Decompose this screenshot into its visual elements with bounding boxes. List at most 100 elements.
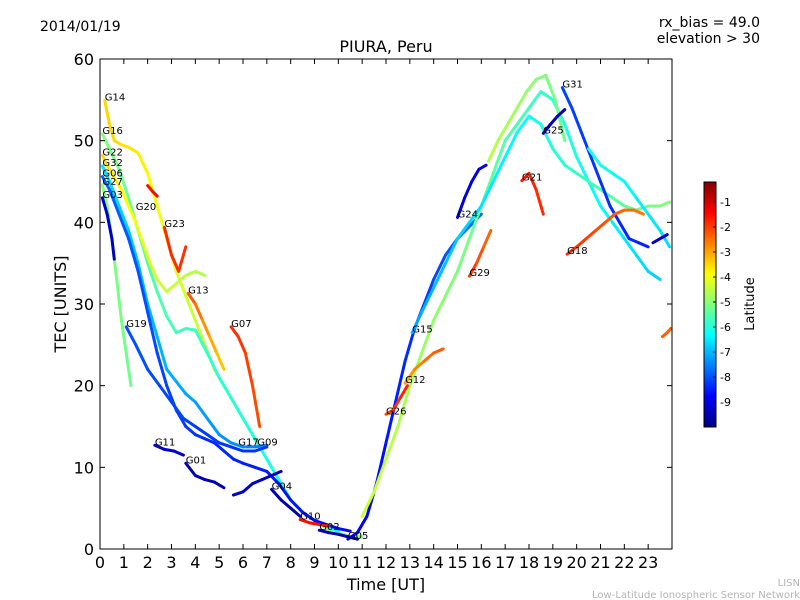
track-segment: [548, 114, 560, 126]
track-segment: [665, 327, 672, 335]
colorbar-tick-label: -6: [720, 321, 731, 334]
track-segment: [155, 351, 169, 388]
track-segment: [115, 278, 123, 322]
track-segment: [165, 282, 178, 294]
track-segment: [541, 122, 552, 135]
track-segment: [146, 261, 159, 294]
track-segment: [584, 229, 598, 241]
satellite-track: [403, 347, 445, 385]
track-segment: [136, 261, 150, 306]
track-segment: [610, 196, 626, 208]
track-segment: [184, 392, 197, 404]
track-segment: [420, 318, 436, 355]
track-segment: [553, 98, 567, 143]
track-segment: [119, 318, 128, 355]
chart-title: PIURA, Peru: [339, 37, 432, 56]
track-segment: [265, 469, 281, 486]
x-tick-label: 2: [143, 553, 153, 572]
track-segment: [432, 261, 448, 290]
track-segment: [253, 465, 269, 473]
satellite-track: [186, 291, 226, 371]
track-segment: [289, 498, 305, 514]
track-segment: [212, 441, 226, 453]
track-segment: [172, 449, 185, 457]
track-segment: [203, 478, 216, 484]
colorbar-tick-label: -2: [720, 221, 731, 234]
track-segment: [575, 171, 591, 183]
track-segment: [231, 457, 245, 465]
track-segment: [398, 384, 409, 400]
x-tick-label: 1: [119, 553, 129, 572]
track-segment: [134, 343, 150, 371]
track-segment: [127, 237, 140, 273]
colorbar-tick-label: -4: [720, 271, 731, 284]
track-segment: [394, 359, 407, 404]
track-segment: [174, 380, 188, 396]
satellite-track: [184, 461, 226, 490]
track-segment: [217, 433, 233, 445]
track-segment: [544, 73, 557, 102]
track-segment: [108, 122, 116, 143]
track-segment: [279, 498, 293, 510]
satellite-track: [410, 114, 672, 335]
satellite-track: [456, 163, 488, 219]
satellite-label: G27: [102, 177, 122, 188]
satellite-track: [270, 487, 302, 518]
track-segment: [212, 480, 226, 490]
satellite-track: [651, 233, 669, 245]
x-tick-label: 21: [590, 553, 610, 572]
track-segment: [184, 294, 197, 322]
track-segment: [432, 253, 448, 281]
track-segment: [515, 114, 531, 134]
track-segment: [587, 180, 602, 192]
x-tick-label: 4: [190, 553, 200, 572]
satellite-track: [231, 469, 283, 497]
x-tick-label: 18: [519, 553, 539, 572]
track-segment: [241, 416, 257, 441]
x-tick-label: 15: [447, 553, 467, 572]
track-segment: [165, 314, 178, 335]
track-segment: [622, 237, 638, 257]
track-segment: [575, 237, 588, 249]
track-segment: [627, 237, 641, 245]
track-segment: [372, 457, 388, 494]
colorbar-tick-label: -8: [720, 371, 731, 384]
satellite-label: G11: [155, 437, 175, 448]
satellite-track: [560, 86, 650, 249]
track-segment: [632, 208, 645, 216]
track-segment: [117, 212, 131, 241]
track-segment: [117, 167, 131, 200]
x-tick-label: 5: [214, 553, 224, 572]
track-segment: [324, 527, 340, 535]
track-segment: [560, 86, 574, 110]
satellite-track: [100, 196, 116, 261]
track-segment: [491, 155, 507, 183]
track-segment: [229, 441, 245, 449]
satellite-label: G12: [405, 375, 425, 386]
track-segment: [658, 200, 672, 208]
track-segment: [551, 147, 567, 167]
track-segment: [589, 155, 602, 183]
track-segment: [205, 351, 221, 379]
track-segment: [124, 325, 138, 347]
track-segment: [534, 73, 548, 81]
track-segment: [579, 131, 593, 159]
track-segment: [422, 278, 436, 306]
track-segment: [413, 359, 426, 371]
track-segment: [467, 261, 479, 278]
track-segment: [432, 294, 448, 322]
satellite-label: G23: [164, 219, 184, 230]
track-segment: [134, 220, 145, 245]
y-tick-label: 0: [84, 540, 94, 559]
y-tick-label: 30: [74, 295, 94, 314]
track-segment: [100, 132, 112, 151]
track-segment: [403, 327, 417, 363]
track-segment: [110, 237, 116, 261]
track-segment: [587, 147, 602, 167]
track-segment: [298, 518, 312, 525]
track-segment: [563, 122, 579, 159]
track-segment: [155, 278, 169, 294]
track-segment: [444, 237, 459, 265]
track-segment: [146, 310, 159, 355]
